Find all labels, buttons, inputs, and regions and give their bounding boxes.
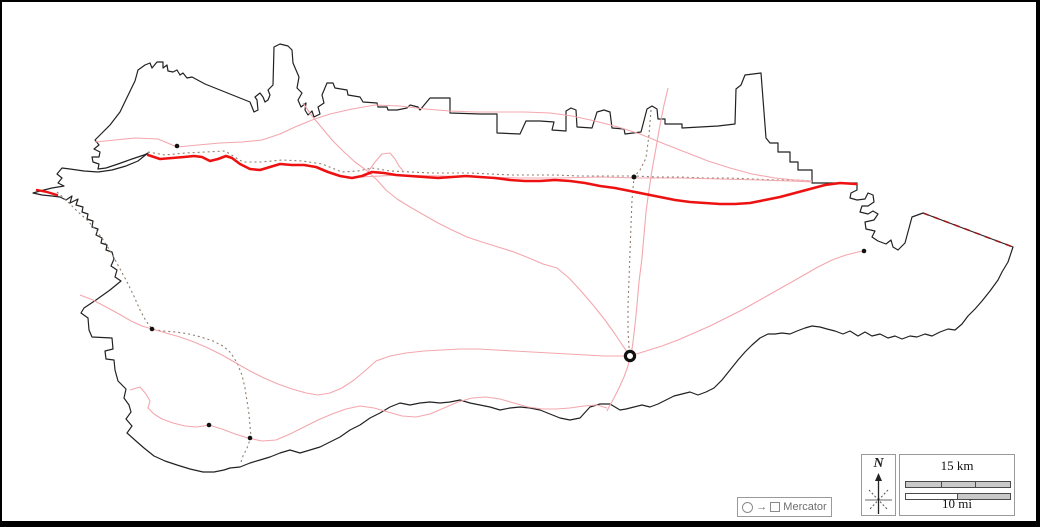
railway-dashed-segment (922, 212, 1014, 248)
region-border (32, 43, 1014, 473)
scale-tick (975, 482, 977, 487)
main-road (146, 153, 858, 206)
secondary-road-north-crossing (630, 87, 669, 357)
compass-box: N (861, 454, 896, 516)
secondary-road-city-to-south (606, 355, 631, 412)
projection-label: Mercator (783, 501, 827, 513)
town-dot (861, 248, 867, 254)
town-dot (247, 435, 253, 441)
secondary-road-southwest-wavy (129, 386, 608, 442)
secondary-road-city-to-northeast (629, 250, 865, 357)
north-label: N (873, 456, 884, 471)
scale-bar-mi-half (957, 494, 1010, 499)
dotted-line-north-to-city (627, 109, 652, 355)
dotted-line-west (56, 191, 252, 463)
arrow-right-icon: → (756, 500, 768, 513)
dotted-line-along-main-road (147, 150, 813, 182)
scale-mi-label: 10 mi (942, 496, 972, 511)
scale-bar-km (905, 481, 1011, 488)
scale-box: 15 km 10 mi (899, 454, 1015, 516)
scale-tick (940, 482, 942, 487)
town-dot (631, 174, 637, 180)
secondary-road-nw-se-diagonal (302, 102, 631, 357)
city-marker (623, 349, 637, 363)
secondary-road-north-arc (94, 104, 813, 182)
town-dot (149, 326, 155, 332)
town-dot (174, 143, 180, 149)
projected-square-icon (770, 502, 781, 512)
compass-icon (865, 473, 892, 514)
copyright-watermark: © d-maps.com (1034, 476, 1040, 527)
scale-bar-mi (905, 493, 1011, 500)
secondary-road-west-to-city (79, 294, 630, 396)
main-road-west-cape-segment (35, 188, 59, 197)
secondary-road-corridor (359, 174, 813, 183)
town-dot (206, 422, 212, 428)
scale-km-label: 15 km (940, 458, 974, 473)
secondary-road-loop-spur (367, 152, 405, 173)
projection-legend: → Mercator (737, 497, 832, 517)
globe-circle-icon (742, 501, 754, 513)
